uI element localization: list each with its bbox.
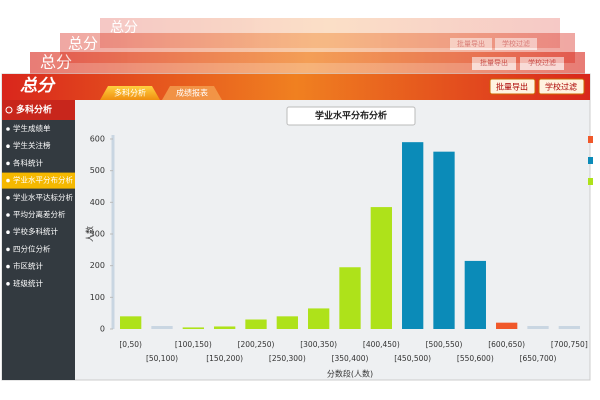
- x-tick-label: [550,600): [457, 354, 494, 363]
- sidebar-item-active[interactable]: [2, 172, 75, 189]
- bar: [527, 326, 549, 329]
- bar: [182, 327, 204, 329]
- ghost-button: 批量导出: [480, 58, 508, 67]
- sidebar-item[interactable]: 学业水平达标分析: [13, 192, 73, 202]
- ghost-button: 批量导出: [457, 39, 485, 48]
- x-tick-label: [150,200): [206, 354, 243, 363]
- x-axis-label: 分数段(人数): [327, 369, 373, 379]
- bar: [120, 316, 142, 329]
- ghost-button: 学校过滤: [502, 39, 530, 48]
- y-axis-label: 人数: [85, 226, 95, 242]
- y-tick-label: 600: [90, 135, 105, 144]
- sidebar-item[interactable]: 学生关注榜: [13, 140, 51, 150]
- bar: [339, 267, 361, 329]
- sidebar-item[interactable]: 学生成绩单: [13, 123, 51, 133]
- sidebar-item[interactable]: 学业水平分布分析: [13, 175, 73, 185]
- x-tick-label: [350,400): [332, 354, 369, 363]
- x-tick-label: [400,450): [363, 340, 400, 349]
- legend-swatch: [588, 136, 593, 143]
- ghost-logo: 总分: [110, 20, 138, 36]
- logo: 总分: [20, 76, 56, 96]
- bullet: [6, 264, 10, 269]
- x-tick-label: [700,750]: [551, 340, 588, 349]
- tab-label[interactable]: 多科分析: [114, 88, 146, 98]
- ghost-logo: 总分: [40, 53, 72, 72]
- sidebar-item[interactable]: 市区统计: [13, 261, 43, 271]
- x-tick-label: [0,50): [119, 340, 142, 349]
- icon: [5, 106, 13, 114]
- chart-title: 学业水平分布分析: [315, 110, 387, 122]
- x-tick-label: [450,500): [394, 354, 431, 363]
- x-tick-label: [500,550): [426, 340, 463, 349]
- bar: [433, 151, 455, 329]
- button-label[interactable]: 学校过滤: [545, 82, 577, 92]
- y-tick-label: 100: [90, 293, 105, 302]
- bullet: [6, 282, 10, 286]
- bar: [151, 326, 173, 329]
- bullet: [6, 213, 10, 217]
- x-tick-label: [650,700): [520, 354, 557, 363]
- bar: [558, 326, 580, 329]
- sidebar-item[interactable]: 班级统计: [13, 278, 43, 288]
- button[interactable]: [489, 78, 536, 95]
- sidebar-item[interactable]: 平均分离差分析: [13, 209, 66, 219]
- bar: [464, 260, 486, 329]
- button-label[interactable]: 批量导出: [496, 82, 528, 92]
- x-tick-label: [250,300): [269, 354, 306, 363]
- tab[interactable]: [162, 86, 222, 100]
- x-tick-label: [300,350): [300, 340, 337, 349]
- bar: [402, 142, 424, 329]
- button[interactable]: [538, 78, 585, 95]
- legend-swatch: [588, 157, 593, 164]
- bullet: [6, 144, 10, 148]
- sidebar-item[interactable]: 各科统计: [13, 157, 43, 167]
- y-tick-label: 300: [90, 230, 105, 239]
- bullet: [6, 196, 10, 200]
- sidebar: [2, 100, 75, 380]
- ghost-logo: 总分: [68, 35, 98, 53]
- chart-title-box: [286, 106, 416, 126]
- bullet: [6, 230, 10, 234]
- legend-swatch: [588, 178, 593, 185]
- ghost-button: 学校过滤: [528, 58, 556, 67]
- x-tick-label: [200,250): [238, 340, 275, 349]
- y-tick-label: 0: [100, 325, 105, 334]
- bar: [308, 308, 330, 329]
- y-tick-label: 400: [90, 198, 105, 207]
- bullet: [6, 247, 10, 252]
- bar: [245, 319, 267, 329]
- bullet: [6, 161, 10, 166]
- sidebar-header: [2, 100, 75, 120]
- sidebar-title: 多科分析: [16, 104, 52, 116]
- sidebar-item[interactable]: 学校多科统计: [13, 226, 58, 236]
- y-tick-label: 500: [90, 166, 105, 175]
- bar: [276, 316, 298, 329]
- bullet: [6, 127, 10, 131]
- sidebar-item[interactable]: 四分位分析: [13, 243, 51, 253]
- tab-label[interactable]: 成绩报表: [176, 88, 208, 98]
- bar: [214, 326, 236, 329]
- x-tick-label: [100,150): [175, 340, 212, 349]
- x-tick-label: [600,650): [488, 340, 525, 349]
- bullet: [6, 178, 10, 183]
- y-tick-label: 200: [90, 261, 105, 270]
- bar: [370, 207, 392, 329]
- tab[interactable]: [100, 86, 160, 100]
- bar: [496, 322, 518, 329]
- x-tick-label: [50,100): [146, 354, 178, 363]
